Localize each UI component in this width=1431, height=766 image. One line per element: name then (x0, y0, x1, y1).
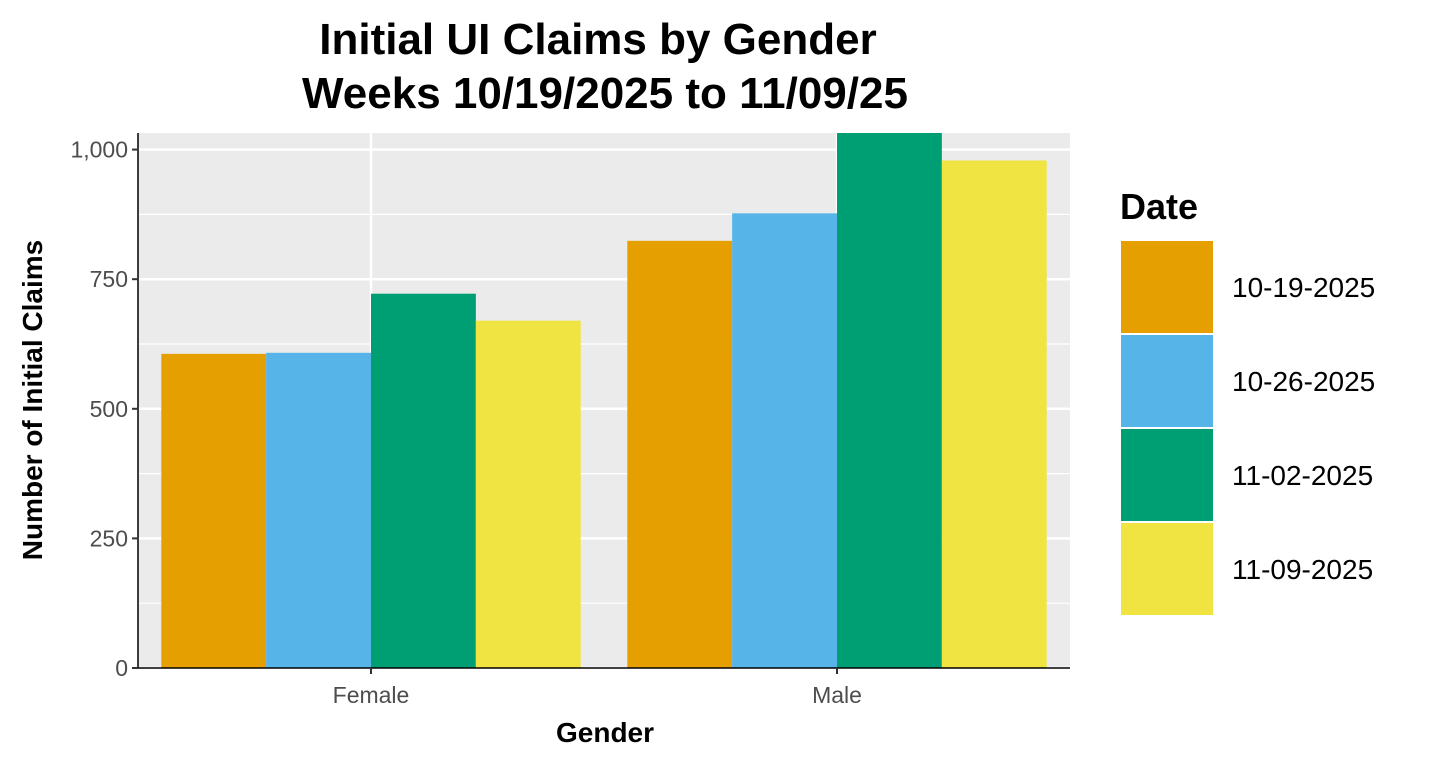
legend-swatch (1119, 333, 1215, 429)
bar-female-11-02-2025 (371, 293, 476, 668)
legend-label: 10-26-2025 (1232, 366, 1375, 397)
bar-male-10-19-2025 (627, 240, 733, 668)
legend-swatch (1119, 521, 1215, 617)
chart-subtitle: Weeks 10/19/2025 to 11/09/25 (302, 69, 908, 118)
bar-male-10-26-2025 (732, 213, 837, 668)
bar-female-10-26-2025 (266, 352, 371, 668)
y-tick-label: 1,000 (70, 137, 128, 163)
y-tick-label: 0 (115, 655, 128, 681)
legend-label: 11-09-2025 (1232, 554, 1373, 585)
legend-swatch (1119, 239, 1215, 335)
y-tick-label: 500 (90, 396, 128, 422)
legend-title: Date (1120, 186, 1198, 227)
x-tick-label: Male (812, 682, 862, 708)
bar-female-10-19-2025 (161, 353, 267, 668)
legend-label: 11-02-2025 (1232, 460, 1373, 491)
bar-male-11-02-2025 (837, 133, 942, 668)
y-tick-label: 750 (90, 266, 128, 292)
bar-female-11-09-2025 (475, 320, 581, 668)
y-tick-label: 250 (90, 525, 128, 551)
chart-title: Initial UI Claims by Gender (319, 15, 876, 64)
legend: 10-19-2025 10-26-2025 11-02-2025 11-09-2025 (1119, 239, 1375, 617)
bar-male-11-09-2025 (941, 160, 1047, 668)
y-axis-label: Number of Initial Claims (17, 240, 48, 561)
x-tick-label: Female (333, 682, 410, 708)
x-axis-label: Gender (556, 717, 654, 748)
legend-label: 10-19-2025 (1232, 272, 1375, 303)
legend-swatch (1119, 427, 1215, 523)
